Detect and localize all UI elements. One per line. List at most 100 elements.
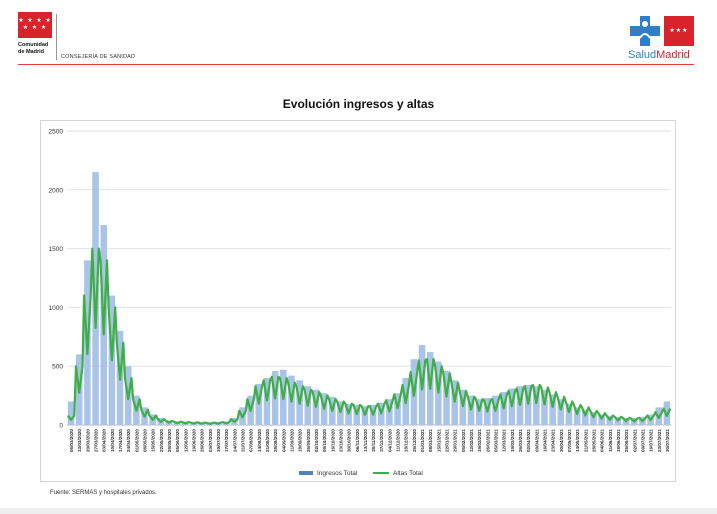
x-tick-label: 09/07/2021 <box>640 429 645 452</box>
chart-title: Evolución ingresos y altas <box>282 97 435 111</box>
bar-ingresos-56 <box>524 385 532 425</box>
chart-svg: 0 500 1000 1500 2000 2500 06/03/2020 13/03/2020… <box>49 129 672 477</box>
x-tick-label: 03/07/2020 <box>208 429 213 452</box>
x-tick-label: 14/05/2021 <box>575 429 580 452</box>
bar-ingresos-64 <box>590 412 597 425</box>
bottom-strip <box>0 508 717 514</box>
y-tick-label-2000: 2000 <box>49 187 64 194</box>
comunidad-madrid-flag-logo: ★ ★ ★ ★ ★ ★ ★ <box>18 12 52 38</box>
y-tick-label-1500: 1500 <box>49 246 64 253</box>
x-tick-label: 18/12/2020 <box>404 429 409 452</box>
x-tick-label: 27/11/2020 <box>379 429 384 452</box>
x-tick-label: 23/10/2020 <box>338 429 343 452</box>
x-tick-label: 09/10/2020 <box>322 429 327 452</box>
x-tick-label: 12/02/2021 <box>469 429 474 452</box>
x-tick-label: 16/04/2021 <box>542 429 547 452</box>
x-tick-label: 26/03/2021 <box>518 429 523 452</box>
x-tick-label: 05/02/2021 <box>461 429 466 452</box>
y-tick-label-1000: 1000 <box>49 305 64 312</box>
x-tick-label: 15/05/2020 <box>151 429 156 452</box>
y-tick-label-0: 0 <box>59 423 63 430</box>
x-tick-label: 04/12/2020 <box>387 429 392 452</box>
x-tick-label: 06/03/2020 <box>69 429 74 452</box>
x-tick-label: 30/07/2021 <box>665 429 670 452</box>
x-tick-label: 08/01/2021 <box>428 429 433 452</box>
x-tick-label: 31/07/2020 <box>240 429 245 452</box>
x-tick-label: 19/02/2021 <box>477 429 482 452</box>
header-divider <box>56 14 57 60</box>
bar-ingresos-59 <box>549 394 556 425</box>
x-tick-label: 24/04/2020 <box>126 429 131 452</box>
bar-ingresos-63 <box>582 409 589 425</box>
bar-ingresos-0 <box>67 401 75 425</box>
x-tick-label: 23/07/2021 <box>657 429 662 452</box>
madrid-stars-icon: ★★★ <box>664 16 694 46</box>
brand-part-salud: Salud <box>628 49 657 61</box>
x-tick-label: 17/04/2020 <box>118 429 123 452</box>
bar-ingresos-50 <box>475 399 483 425</box>
bar-ingresos-61 <box>565 403 573 425</box>
x-tick-label: 29/05/2020 <box>167 429 172 452</box>
x-tick-label: 11/09/2020 <box>289 429 294 452</box>
x-tick-label: 10/04/2020 <box>110 429 115 452</box>
x-tick-label: 21/05/2021 <box>583 429 588 452</box>
header-bar: ★ ★ ★ ★ ★ ★ ★ Comunidad de Madrid CONSEJ… <box>0 0 717 68</box>
legend-swatch-ingresos <box>299 471 313 475</box>
x-tick-label: 25/12/2020 <box>412 429 417 452</box>
x-tick-label: 08/05/2020 <box>143 429 148 452</box>
x-tick-label: 04/09/2020 <box>281 429 286 452</box>
x-tick-label: 02/04/2021 <box>526 429 531 452</box>
x-tick-label: 30/10/2020 <box>347 429 352 452</box>
header-rule <box>18 64 694 65</box>
x-tick-label: 19/06/2020 <box>192 429 197 452</box>
legend-label-altas: Altas Total <box>393 470 423 477</box>
x-tick-label: 24/07/2020 <box>232 429 237 452</box>
x-tick-label: 25/09/2020 <box>306 429 311 452</box>
bar-ingresos-46 <box>443 370 450 425</box>
salud-madrid-logo: ★★★ SaludMadrid <box>628 14 696 64</box>
legend-label-ingresos: Ingresos Total <box>317 470 358 477</box>
x-tick-label: 06/11/2020 <box>355 429 360 452</box>
org-name-line2: de Madrid <box>18 48 44 55</box>
health-cross-icon <box>630 16 660 46</box>
x-tick-label: 18/06/2021 <box>616 429 621 452</box>
bar-ingresos-65 <box>598 414 605 425</box>
x-tick-label: 26/02/2021 <box>485 429 490 452</box>
x-tick-label: 18/09/2020 <box>298 429 303 452</box>
x-tick-label: 20/03/2020 <box>85 429 90 452</box>
bar-ingresos-3 <box>92 172 99 425</box>
bar-ingresos-48 <box>459 389 467 425</box>
source-note: Fuente: SERMAS y hospitales privados. <box>50 490 157 496</box>
bar-ingresos-62 <box>573 407 581 425</box>
x-tick-label: 12/06/2020 <box>183 429 188 452</box>
bar-ingresos-58 <box>541 389 548 425</box>
x-tick-label: 28/08/2020 <box>273 429 278 452</box>
x-tick-label: 17/07/2020 <box>224 429 229 452</box>
x-tick-label: 21/08/2020 <box>265 429 270 452</box>
x-tick-label: 01/01/2021 <box>420 429 425 452</box>
y-tick-label-500: 500 <box>52 364 63 371</box>
x-tick-label: 09/04/2021 <box>534 429 539 452</box>
x-tick-label: 15/01/2021 <box>436 429 441 452</box>
bar-ingresos-60 <box>557 399 565 425</box>
x-tick-label: 25/06/2021 <box>624 429 629 452</box>
org-name: Comunidad de Madrid <box>18 42 48 55</box>
bar-ingresos-57 <box>533 386 540 425</box>
x-tick-label: 02/07/2021 <box>632 429 637 452</box>
x-tick-label: 23/04/2021 <box>551 429 556 452</box>
x-tick-label: 07/05/2021 <box>567 429 572 452</box>
x-tick-label: 04/06/2021 <box>600 429 605 452</box>
brand-part-madrid: Madrid <box>656 49 690 61</box>
x-tick-label: 27/03/2020 <box>94 429 99 452</box>
x-tick-label: 16/10/2020 <box>330 429 335 452</box>
y-tick-label-2500: 2500 <box>49 129 64 136</box>
x-tick-label: 07/08/2020 <box>249 429 254 452</box>
x-tick-label: 10/07/2020 <box>216 429 221 452</box>
x-tick-label: 22/05/2020 <box>159 429 164 452</box>
org-name-line1: Comunidad <box>18 42 49 48</box>
bar-ingresos-33 <box>337 401 344 425</box>
x-tick-label: 14/08/2020 <box>257 429 262 452</box>
x-tick-label: 12/03/2021 <box>502 429 507 452</box>
x-tick-label: 28/05/2021 <box>591 429 596 452</box>
x-tick-label: 30/04/2021 <box>559 429 564 452</box>
